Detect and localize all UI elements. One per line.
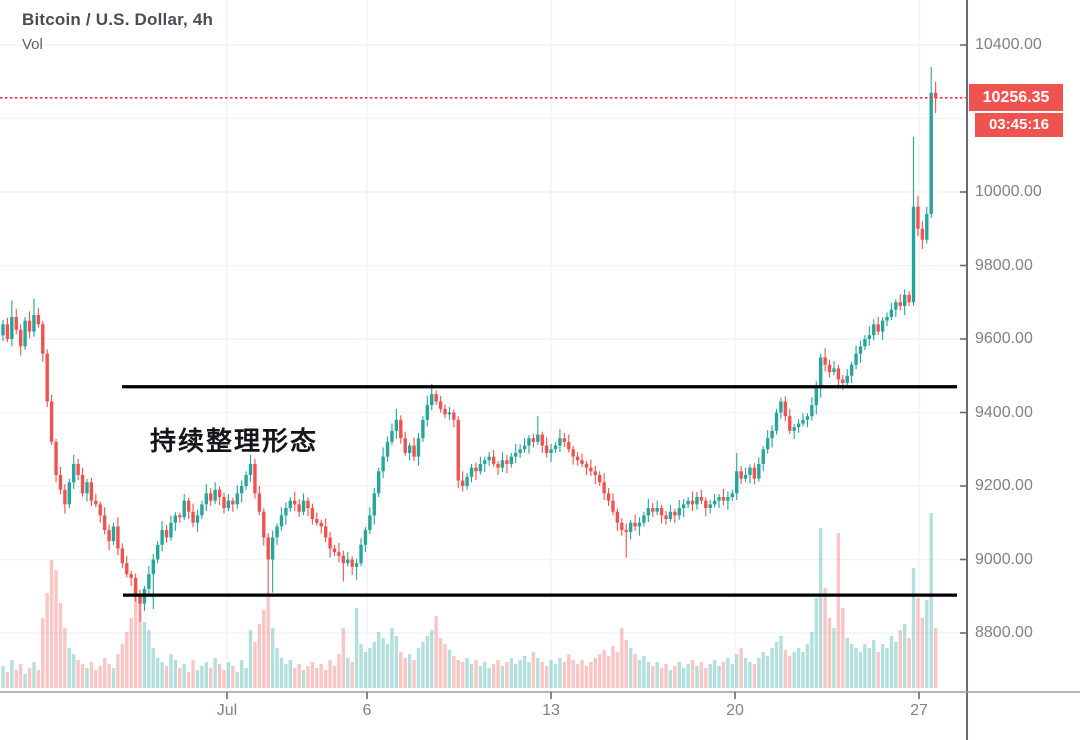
indicator-label: Vol — [22, 36, 43, 53]
price-axis-label: 9800.00 — [975, 256, 1033, 274]
time-axis-label: 6 — [362, 702, 372, 719]
last-price-tag: 10256.35 — [969, 83, 1063, 111]
symbol-title: Bitcoin / U.S. Dollar, 4h — [22, 10, 214, 29]
time-axis-label: Jul — [216, 702, 238, 719]
bar-countdown-tag: 03:45:16 — [975, 112, 1063, 137]
price-axis-label: 10000.00 — [975, 183, 1042, 200]
price-axis-label: 9600.00 — [975, 330, 1033, 347]
price-axis-label: 10400.00 — [975, 36, 1042, 53]
gridlines — [0, 0, 967, 692]
volume-bars — [1, 513, 938, 688]
price-axis-label: 9200.00 — [975, 477, 1033, 494]
time-axis-label: 20 — [726, 702, 744, 719]
price-axis-label: 9400.00 — [975, 403, 1033, 421]
time-axis[interactable]: Jul 6 13 20 27 — [0, 702, 967, 726]
time-axis-label: 27 — [910, 702, 928, 719]
price-axis-label: 8800.00 — [975, 624, 1033, 641]
candles — [1, 67, 938, 622]
time-axis-label: 13 — [542, 702, 560, 719]
pattern-annotation[interactable]: 持续整理形态 — [150, 426, 319, 456]
price-axis[interactable]: 10400.00 10000.00 9800.00 9600.00 9400.00 920… — [975, 0, 1080, 740]
trendlines[interactable] — [122, 385, 957, 597]
price-axis-label: 9000.00 — [975, 550, 1033, 568]
